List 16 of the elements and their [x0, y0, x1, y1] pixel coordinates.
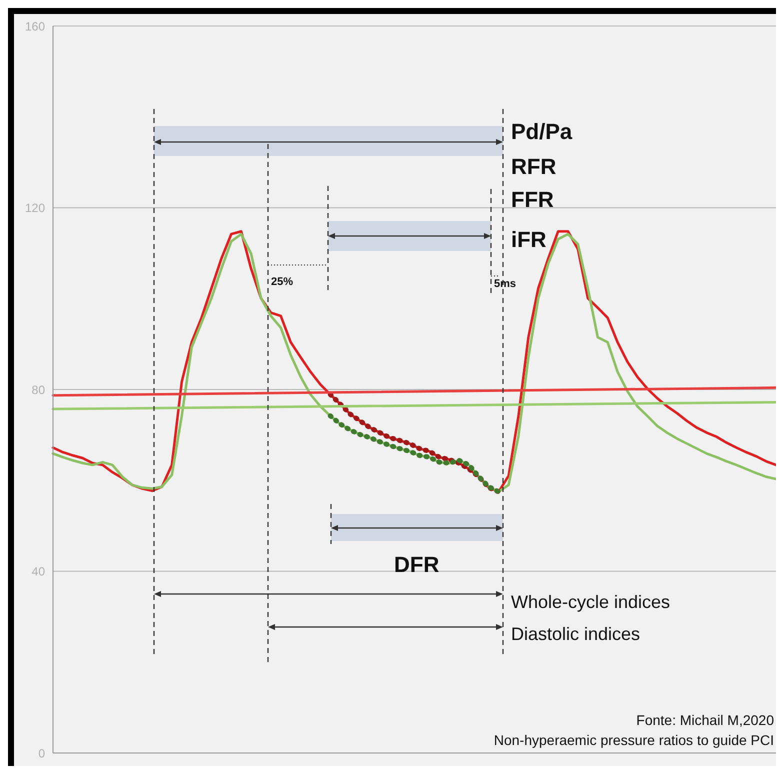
y-tick-label: 120 [24, 201, 46, 216]
annotation: FFR [511, 187, 554, 212]
annotation: 25% [271, 276, 294, 289]
annotation: Diastolic indices [511, 624, 640, 645]
y-tick-label: 80 [32, 382, 46, 397]
y-tick-label: 0 [38, 746, 46, 760]
y-tick-label: 160 [24, 19, 46, 34]
annotation: Whole-cycle indices [511, 592, 670, 613]
annotation: iFR [511, 227, 546, 252]
annotation: Non-hyperaemic pressure ratios to guide PCI [494, 732, 774, 748]
annotation: Pd/Pa [511, 119, 572, 144]
y-tick-label: 40 [32, 564, 46, 579]
annotation: DFR [394, 552, 440, 578]
annotation: RFR [511, 154, 556, 180]
annotation: 5ms [494, 278, 516, 291]
annotation: Fonte: Michail M,2020 [636, 712, 774, 728]
